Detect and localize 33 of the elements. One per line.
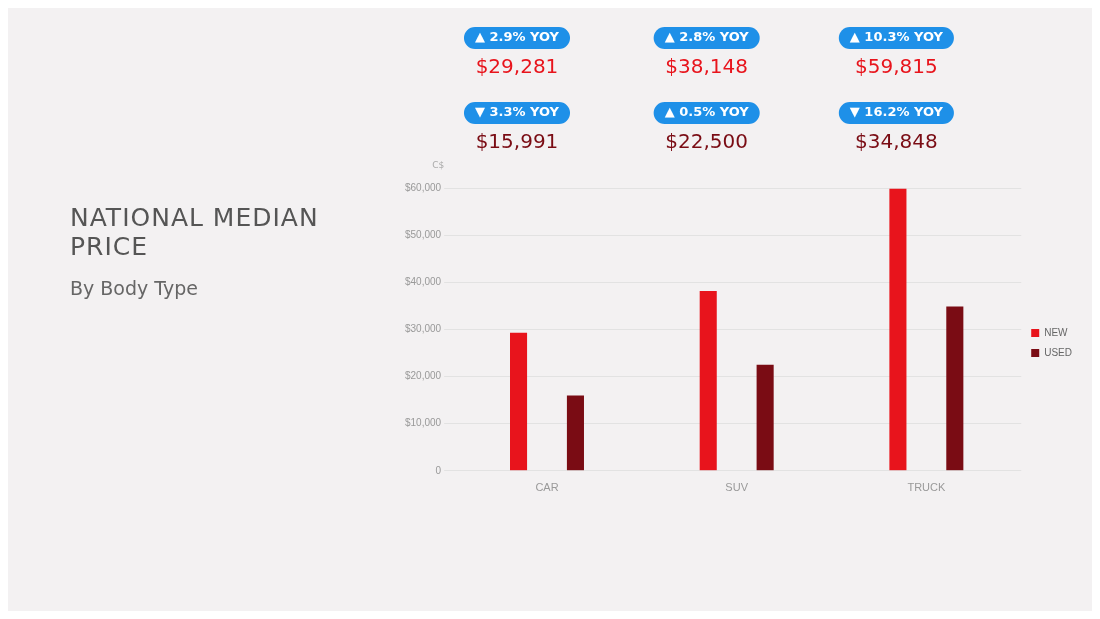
bar [756,364,774,471]
y-tick-label: $50,000 [404,228,442,240]
data-label: $15,991 [475,129,559,154]
y-tick-label: $20,000 [404,370,442,382]
bar [946,306,964,471]
bar [566,395,584,471]
y-tick-label: $10,000 [404,417,442,429]
y-tick-label: $30,000 [404,323,442,335]
y-axis-title: C$ [432,160,445,171]
text: ▼ 3.3% YOY [474,104,560,120]
data-label: $34,848 [855,129,938,154]
x-tick-label: SUV [725,481,749,494]
x-tick-label: CAR [535,481,559,494]
text: ▲ 2.9% YOY [474,29,560,45]
legend-label: NEW [1044,326,1069,338]
data-label: $59,815 [855,54,938,79]
bar [510,332,528,471]
text: By Body Type [70,277,199,299]
x-tick-label: TRUCK [907,481,946,494]
text: ▲ 2.8% YOY [664,29,750,45]
data-label: $29,281 [475,54,559,79]
text: ▼ 16.2% YOY [849,104,944,120]
text: ▲ 0.5% YOY [664,104,750,120]
text: ▲ 10.3% YOY [849,29,944,45]
bar [699,291,717,471]
y-tick-label: $60,000 [404,181,442,193]
legend-label: USED [1044,346,1073,358]
y-tick-label: 0 [435,464,442,476]
bar [889,188,907,471]
y-tick-label: $40,000 [404,276,442,288]
text: NATIONAL MEDIAN PRICE [70,203,320,261]
data-label: $22,500 [665,129,749,154]
data-label: $38,148 [665,54,749,79]
